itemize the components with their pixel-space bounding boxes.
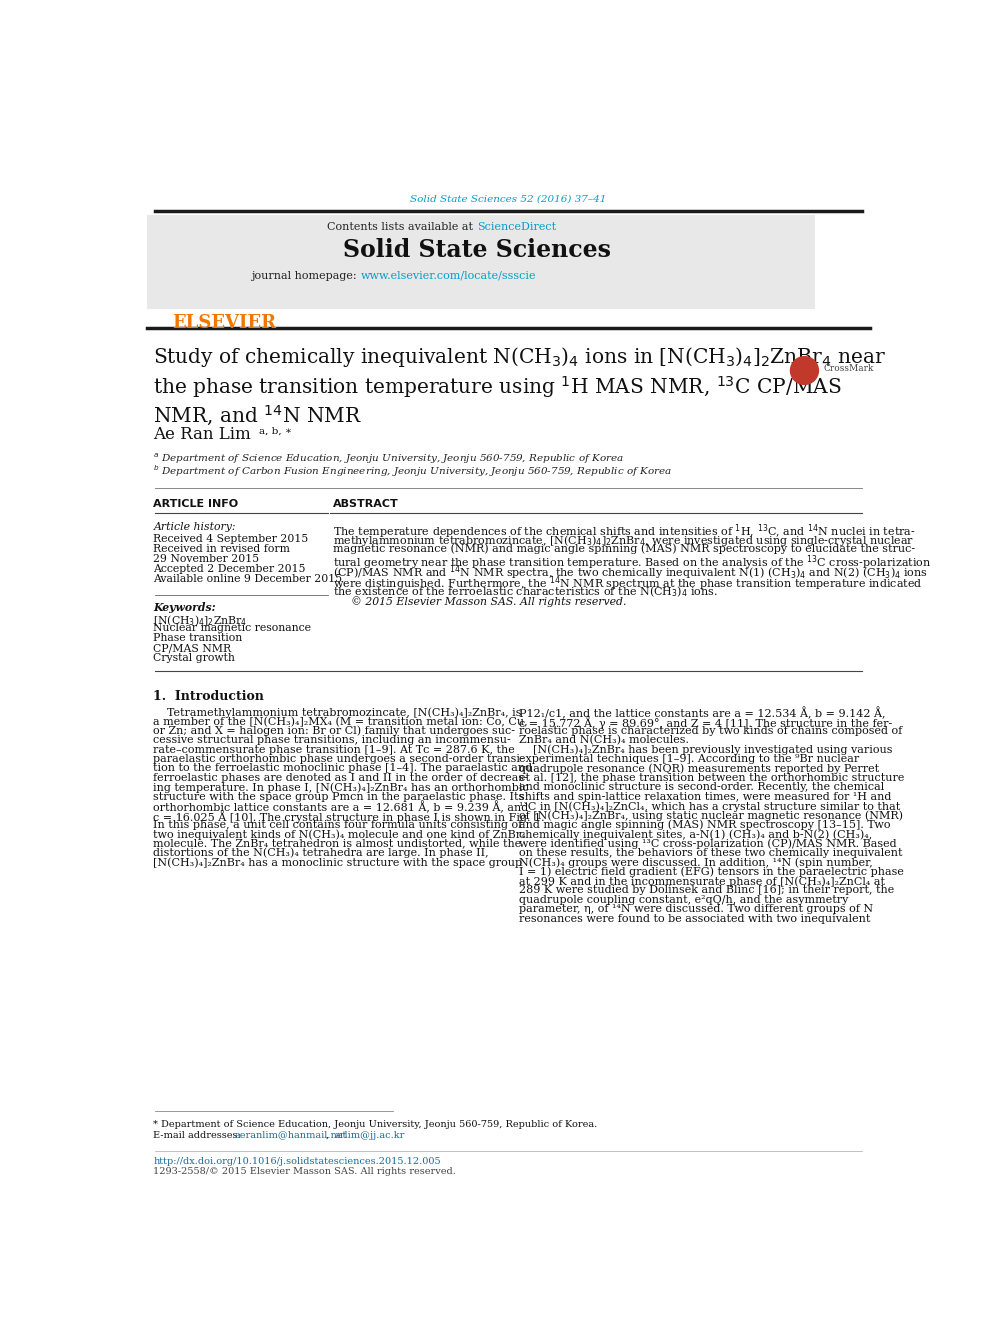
Text: were identified using ¹³C cross-polarization (CP)/MAS NMR. Based: were identified using ¹³C cross-polariza… — [519, 839, 897, 849]
Text: Study of chemically inequivalent N(CH$_3$)$_4$ ions in [N(CH$_3$)$_4$]$_2$ZnBr$_: Study of chemically inequivalent N(CH$_3… — [154, 345, 887, 369]
Text: 289 K were studied by Dolinsek and Blinc [16]; in their report, the: 289 K were studied by Dolinsek and Blinc… — [519, 885, 895, 896]
Text: ing temperature. In phase I, [N(CH₃)₄]₂ZnBr₄ has an orthorhombic: ing temperature. In phase I, [N(CH₃)₄]₂Z… — [154, 782, 529, 792]
Text: ELSEVIER: ELSEVIER — [172, 314, 276, 332]
Text: * Department of Science Education, Jeonju University, Jeonju 560-759, Republic o: * Department of Science Education, Jeonj… — [154, 1119, 598, 1129]
Text: resonances were found to be associated with two inequivalent: resonances were found to be associated w… — [519, 914, 871, 923]
Text: ferroelastic phases are denoted as I and II in the order of decreas-: ferroelastic phases are denoted as I and… — [154, 773, 529, 783]
FancyBboxPatch shape — [147, 214, 815, 308]
Text: aeranlim@hanmail.net: aeranlim@hanmail.net — [234, 1130, 346, 1139]
Text: In this phase, a unit cell contains four formula units consisting of: In this phase, a unit cell contains four… — [154, 820, 523, 830]
Text: et al. [12], the phase transition between the orthorhombic structure: et al. [12], the phase transition betwee… — [519, 773, 905, 783]
Text: distortions of the N(CH₃)₄ tetrahedra are large. In phase II,: distortions of the N(CH₃)₄ tetrahedra ar… — [154, 848, 489, 859]
Text: ZnBr₄ and N(CH₃)₄ molecules.: ZnBr₄ and N(CH₃)₄ molecules. — [519, 736, 689, 745]
Text: parameter, η, of ¹⁴N were discussed. Two different groups of N: parameter, η, of ¹⁴N were discussed. Two… — [519, 905, 873, 914]
Text: NMR, and $^{14}$N NMR: NMR, and $^{14}$N NMR — [154, 404, 362, 427]
Text: structure with the space group Pmcn in the paraelastic phase. Its: structure with the space group Pmcn in t… — [154, 791, 525, 802]
Text: Ae Ran Lim: Ae Ran Lim — [154, 426, 251, 443]
Text: ¹³C in [N(CH₃)₄]₂ZnCl₄, which has a crystal structure similar to that: ¹³C in [N(CH₃)₄]₂ZnCl₄, which has a crys… — [519, 800, 901, 811]
Text: [N(CH$_3$)$_4$]$_2$ZnBr$_4$: [N(CH$_3$)$_4$]$_2$ZnBr$_4$ — [154, 613, 248, 627]
Text: N(CH₃)₄ groups were discussed. In addition, ¹⁴N (spin number,: N(CH₃)₄ groups were discussed. In additi… — [519, 857, 873, 868]
Text: Keywords:: Keywords: — [154, 602, 216, 614]
Text: tion to the ferroelastic monoclinic phase [1–4]. The paraelastic and: tion to the ferroelastic monoclinic phas… — [154, 763, 533, 774]
Text: a member of the [N(CH₃)₄]₂MX₄ (M = transition metal ion: Co, Cu,: a member of the [N(CH₃)₄]₂MX₄ (M = trans… — [154, 716, 528, 726]
Text: $^a$ Department of Science Education, Jeonju University, Jeonju 560-759, Republi: $^a$ Department of Science Education, Je… — [154, 452, 625, 466]
Text: Contents lists available at: Contents lists available at — [327, 221, 476, 232]
Text: chemically inequivalent sites, a-N(1) (CH₃)₄ and b-N(2) (CH₃)₄,: chemically inequivalent sites, a-N(1) (C… — [519, 830, 873, 840]
Text: [N(CH₃)₄]₂ZnBr₄ has a monoclinic structure with the space group: [N(CH₃)₄]₂ZnBr₄ has a monoclinic structu… — [154, 857, 523, 868]
Text: molecule. The ZnBr₄ tetrahedron is almost undistorted, while the: molecule. The ZnBr₄ tetrahedron is almos… — [154, 839, 522, 848]
Text: Phase transition: Phase transition — [154, 634, 243, 643]
Text: (CP)/MAS NMR and $^{14}$N NMR spectra, the two chemically inequivalent N(1) (CH$: (CP)/MAS NMR and $^{14}$N NMR spectra, t… — [333, 564, 929, 582]
Text: ScienceDirect: ScienceDirect — [476, 221, 556, 232]
Text: on these results, the behaviors of these two chemically inequivalent: on these results, the behaviors of these… — [519, 848, 903, 857]
Text: CP/MAS NMR: CP/MAS NMR — [154, 643, 231, 654]
Text: quadrupole resonance (NQR) measurements reported by Perret: quadrupole resonance (NQR) measurements … — [519, 763, 879, 774]
Text: Tetramethylammonium tetrabromozincate, [N(CH₃)₄]₂ZnBr₄, is: Tetramethylammonium tetrabromozincate, [… — [154, 706, 522, 717]
Text: The temperature dependences of the chemical shifts and intensities of $^1$H, $^{: The temperature dependences of the chemi… — [333, 523, 916, 541]
Text: $^b$ Department of Carbon Fusion Engineering, Jeonju University, Jeonju 560-759,: $^b$ Department of Carbon Fusion Enginee… — [154, 463, 673, 479]
Text: 29 November 2015: 29 November 2015 — [154, 554, 260, 564]
Text: journal homepage:: journal homepage: — [251, 271, 360, 280]
Text: the phase transition temperature using $^1$H MAS NMR, $^{13}$C CP/MAS: the phase transition temperature using $… — [154, 373, 842, 400]
Text: P12₁/c1, and the lattice constants are a = 12.534 Å, b = 9.142 Å,: P12₁/c1, and the lattice constants are a… — [519, 706, 886, 720]
Text: ,: , — [325, 1130, 331, 1139]
Text: http://dx.doi.org/10.1016/j.solidstatesciences.2015.12.005: http://dx.doi.org/10.1016/j.solidstatesc… — [154, 1158, 441, 1167]
Text: rate–commensurate phase transition [1–9]. At Tᴄ = 287.6 K, the: rate–commensurate phase transition [1–9]… — [154, 745, 515, 754]
Text: I = 1) electric field gradient (EFG) tensors in the paraelectric phase: I = 1) electric field gradient (EFG) ten… — [519, 867, 904, 877]
Text: CrossMark: CrossMark — [823, 364, 873, 373]
Text: were distinguished. Furthermore, the $^{14}$N NMR spectrum at the phase transiti: were distinguished. Furthermore, the $^{… — [333, 574, 923, 593]
Text: Crystal growth: Crystal growth — [154, 654, 235, 663]
Text: shifts and spin-lattice relaxation times, were measured for ¹H and: shifts and spin-lattice relaxation times… — [519, 791, 892, 802]
Text: of [N(CH₃)₄]₂ZnBr₄, using static nuclear magnetic resonance (NMR): of [N(CH₃)₄]₂ZnBr₄, using static nuclear… — [519, 810, 904, 820]
Text: Accepted 2 December 2015: Accepted 2 December 2015 — [154, 564, 306, 574]
Text: orthorhombic lattice constants are a = 12.681 Å, b = 9.239 Å, and: orthorhombic lattice constants are a = 1… — [154, 800, 529, 814]
Text: roelastic phase is characterized by two kinds of chains composed of: roelastic phase is characterized by two … — [519, 726, 903, 736]
Text: c = 15.772 Å, γ = 89.69°, and Z = 4 [11]. The structure in the fer-: c = 15.772 Å, γ = 89.69°, and Z = 4 [11]… — [519, 716, 893, 729]
Circle shape — [791, 357, 818, 385]
Text: cessive structural phase transitions, including an incommensu-: cessive structural phase transitions, in… — [154, 736, 511, 745]
Text: arlim@jj.ac.kr: arlim@jj.ac.kr — [335, 1130, 405, 1139]
Text: Received 4 September 2015: Received 4 September 2015 — [154, 533, 309, 544]
Text: at 299 K and in the incommensurate phase of [N(CH₃)₄]₂ZnCl₄ at: at 299 K and in the incommensurate phase… — [519, 876, 885, 886]
Text: c = 16.025 Å [10]. The crystal structure in phase I is shown in Fig. 1.: c = 16.025 Å [10]. The crystal structure… — [154, 810, 545, 823]
Text: 1293-2558/© 2015 Elsevier Masson SAS. All rights reserved.: 1293-2558/© 2015 Elsevier Masson SAS. Al… — [154, 1167, 456, 1176]
Text: Available online 9 December 2015: Available online 9 December 2015 — [154, 574, 342, 583]
Text: www.elsevier.com/locate/ssscie: www.elsevier.com/locate/ssscie — [360, 271, 536, 280]
Text: and magic angle spinning (MAS) NMR spectroscopy [13–15]. Two: and magic angle spinning (MAS) NMR spect… — [519, 820, 891, 831]
Text: Received in revised form: Received in revised form — [154, 544, 291, 554]
Text: methylammonium tetrabromozincate, [N(CH$_3$)$_4$]$_2$ZnBr$_4$, were investigated: methylammonium tetrabromozincate, [N(CH$… — [333, 533, 915, 548]
Text: E-mail addresses:: E-mail addresses: — [154, 1130, 244, 1139]
Text: quadrupole coupling constant, e²qQ/h, and the asymmetry: quadrupole coupling constant, e²qQ/h, an… — [519, 894, 848, 905]
Text: Solid State Sciences 52 (2016) 37–41: Solid State Sciences 52 (2016) 37–41 — [411, 194, 606, 204]
Text: Article history:: Article history: — [154, 523, 236, 532]
Text: magnetic resonance (NMR) and magic angle spinning (MAS) NMR spectroscopy to eluc: magnetic resonance (NMR) and magic angle… — [333, 542, 916, 553]
Text: paraelastic orthorhombic phase undergoes a second-order transi-: paraelastic orthorhombic phase undergoes… — [154, 754, 524, 763]
Text: © 2015 Elsevier Masson SAS. All rights reserved.: © 2015 Elsevier Masson SAS. All rights r… — [351, 597, 626, 607]
Text: ARTICLE INFO: ARTICLE INFO — [154, 499, 238, 509]
Text: and monoclinic structure is second-order. Recently, the chemical: and monoclinic structure is second-order… — [519, 782, 885, 792]
Text: or Zn; and X = halogen ion: Br or Cl) family that undergoes suc-: or Zn; and X = halogen ion: Br or Cl) fa… — [154, 726, 516, 737]
Text: a, b, ∗: a, b, ∗ — [259, 427, 292, 435]
Text: 1.  Introduction: 1. Introduction — [154, 691, 264, 703]
Text: ABSTRACT: ABSTRACT — [333, 499, 399, 509]
Text: experimental techniques [1–9]. According to the ⁹Br nuclear: experimental techniques [1–9]. According… — [519, 754, 859, 763]
Text: two inequivalent kinds of N(CH₃)₄ molecule and one kind of ZnBr₄: two inequivalent kinds of N(CH₃)₄ molecu… — [154, 830, 526, 840]
Text: Solid State Sciences: Solid State Sciences — [342, 238, 611, 262]
Text: Nuclear magnetic resonance: Nuclear magnetic resonance — [154, 623, 311, 634]
Text: the existence of the ferroelastic characteristics of the N(CH$_3$)$_4$ ions.: the existence of the ferroelastic charac… — [333, 585, 718, 599]
Text: tural geometry near the phase transition temperature. Based on the analysis of t: tural geometry near the phase transition… — [333, 553, 931, 572]
Text: [N(CH₃)₄]₂ZnBr₄ has been previously investigated using various: [N(CH₃)₄]₂ZnBr₄ has been previously inve… — [519, 745, 893, 755]
